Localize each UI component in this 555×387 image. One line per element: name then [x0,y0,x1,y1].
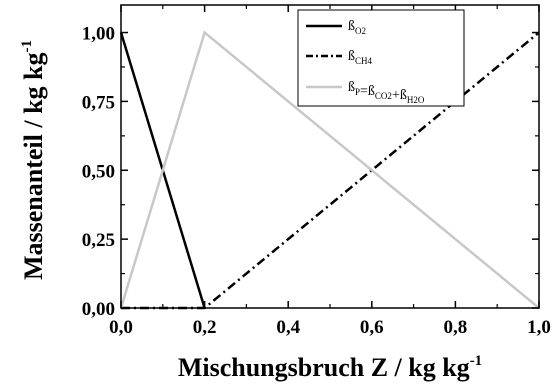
x-tick-label: 0,0 [109,317,133,338]
x-tick-label: 0,4 [276,317,300,338]
legend-label-0: ßO2 [348,19,366,36]
y-axis-label-sup: -1 [19,40,35,53]
x-tick-label: 0,6 [360,317,384,338]
y-tick-label: 0,25 [82,230,115,251]
y-tick-label: 1,00 [82,24,115,45]
x-axis-label-text: Mischungsbruch Z / kg kg [178,353,470,382]
legend-label-1: ßCH4 [348,49,373,66]
series-line-2 [119,30,540,309]
x-axis-label: Mischungsbruch Z / kg kg-1 [178,353,482,382]
axis-tick-labels: 0,0 0,2 0,4 0,6 0,8 1,0 0,00 0,25 0,50 0,75 1,00 [82,24,551,338]
x-tick-label: 1,0 [527,317,551,338]
x-tick-label: 0,2 [193,317,217,338]
y-tick-label: 0,00 [82,299,115,320]
legend-label-2: ßP=ßCO2+ßH2O [348,80,425,105]
y-tick-label: 0,50 [82,161,115,182]
y-axis-label: Massenanteil / kg kg-1 [19,40,48,280]
y-axis-label-text: Massenanteil / kg kg [19,52,48,280]
x-tick-label: 0,8 [444,317,468,338]
y-tick-label: 0,75 [82,92,115,113]
legend: ßO2 ßCH4 ßP=ßCO2+ßH2O [297,9,465,107]
x-axis-label-sup: -1 [470,353,483,369]
